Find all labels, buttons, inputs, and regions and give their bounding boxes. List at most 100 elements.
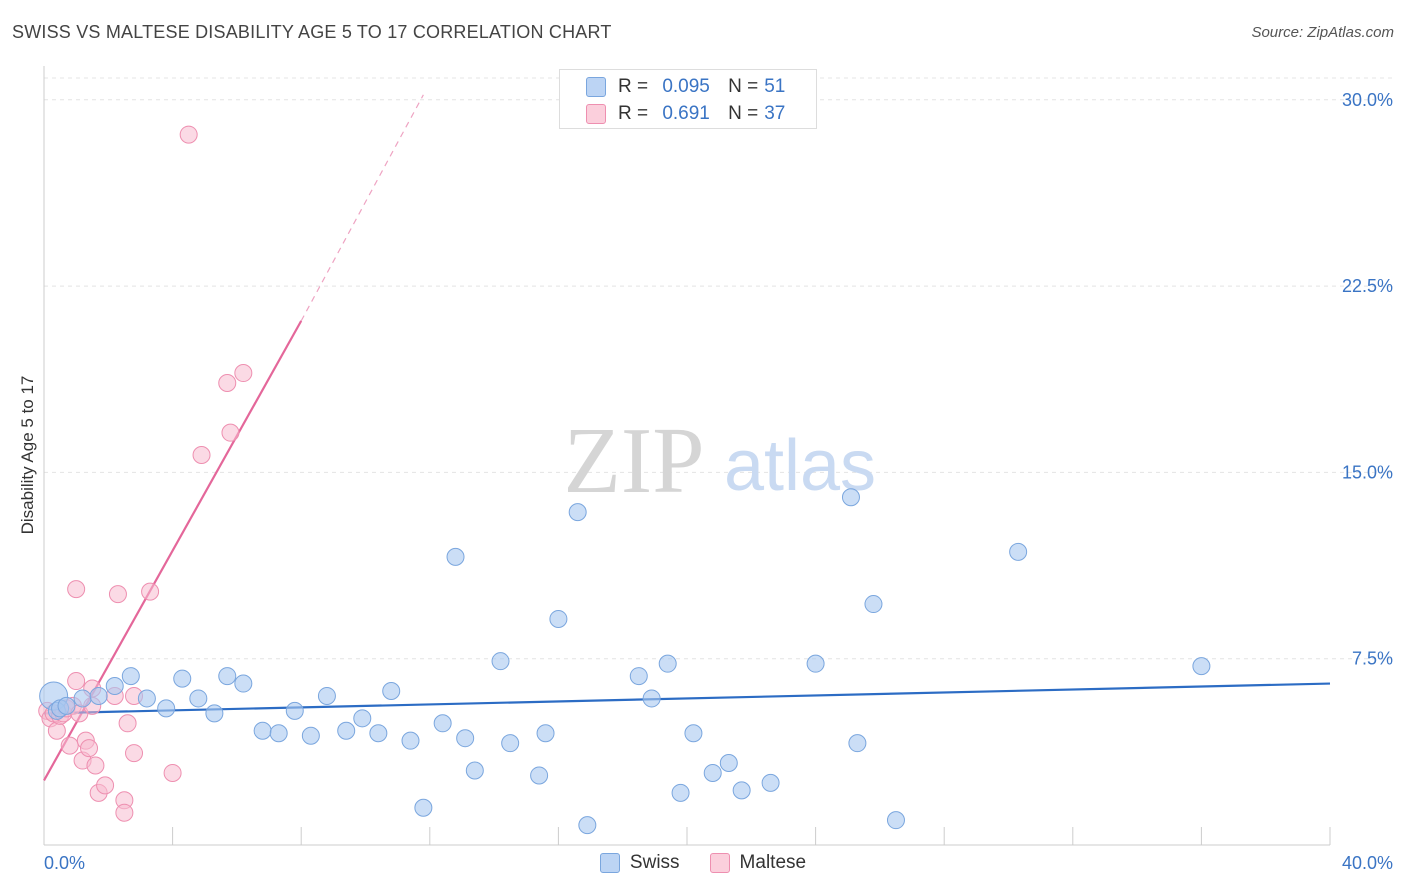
swiss-point <box>446 547 465 566</box>
swiss-point <box>253 721 272 740</box>
swiss-point <box>137 689 156 708</box>
x-tick-label: 40.0% <box>1342 853 1393 873</box>
swiss-point <box>1009 542 1028 561</box>
swiss-point <box>173 669 192 688</box>
maltese-swatch <box>586 104 606 124</box>
maltese-point <box>86 756 105 775</box>
swiss-point <box>806 654 825 673</box>
source-label: Source: ZipAtlas.com <box>1251 24 1394 41</box>
swiss-n-label: N = <box>728 76 759 97</box>
maltese-trend-extension <box>300 94 424 322</box>
swiss-point <box>684 724 703 743</box>
maltese-point <box>141 582 160 601</box>
swiss-point <box>433 714 452 733</box>
swiss-point <box>848 734 867 753</box>
stats-legend-row-maltese: R = 0.691 N = 37 <box>586 101 785 127</box>
swiss-point <box>578 816 597 835</box>
y-axis-label: Disability Age 5 to 17 <box>18 375 37 535</box>
stats-legend: R = 0.095 N = 51 R = 0.691 N = 37 <box>559 69 817 129</box>
maltese-point <box>60 736 79 755</box>
y-tick-label: 7.5% <box>1352 649 1393 669</box>
y-tick-label: 15.0% <box>1342 462 1393 482</box>
maltese-point <box>67 580 86 599</box>
swiss-point <box>57 696 76 715</box>
swiss-point <box>234 674 253 693</box>
swiss-point <box>414 798 433 817</box>
swiss-point <box>1192 657 1211 676</box>
swiss-point <box>491 652 510 671</box>
tick-labels: 7.5% 15.0% 22.5% 30.0% 0.0% 40.0% <box>44 90 1393 873</box>
legend-item-swiss[interactable]: Swiss <box>599 852 680 874</box>
swiss-point <box>285 701 304 720</box>
swiss-point <box>568 503 587 522</box>
swiss-n-value: 51 <box>764 76 786 97</box>
swiss-point <box>549 609 568 628</box>
swiss-point <box>465 761 484 780</box>
swiss-swatch <box>586 77 606 97</box>
maltese-point <box>218 373 237 392</box>
maltese-point <box>96 776 115 795</box>
swiss-point <box>269 724 288 743</box>
swiss-trend-line <box>43 682 1331 715</box>
maltese-r-value: 0.691 <box>662 103 710 124</box>
swiss-r-value: 0.095 <box>662 76 710 97</box>
swiss-point <box>864 595 883 614</box>
swiss-point <box>369 724 388 743</box>
swiss-legend-swatch <box>599 853 620 873</box>
maltese-r-label: R = <box>618 103 649 124</box>
swiss-point <box>761 773 780 792</box>
swiss-point <box>189 689 208 708</box>
maltese-n-label: N = <box>728 103 759 124</box>
stats-legend-row-swiss: R = 0.095 N = 51 <box>586 74 785 100</box>
maltese-n-value: 37 <box>764 103 786 124</box>
watermark-zip: ZIP <box>564 409 705 513</box>
swiss-point <box>157 699 176 718</box>
maltese-point <box>234 364 253 383</box>
maltese-point <box>221 423 240 442</box>
maltese-point <box>192 446 211 465</box>
swiss-point <box>353 709 372 728</box>
swiss-point <box>205 704 224 723</box>
swiss-point <box>121 667 140 686</box>
swiss-point <box>642 689 661 708</box>
swiss-point <box>73 689 92 708</box>
swiss-point <box>703 763 722 782</box>
maltese-point <box>118 714 137 733</box>
y-tick-label: 30.0% <box>1342 90 1393 110</box>
maltese-points <box>38 125 253 822</box>
swiss-point <box>530 766 549 785</box>
swiss-point <box>337 721 356 740</box>
x-tick-label: 0.0% <box>44 853 85 873</box>
swiss-point <box>501 734 520 753</box>
swiss-point <box>401 731 420 750</box>
maltese-point <box>47 721 66 740</box>
y-tick-label: 22.5% <box>1342 276 1393 296</box>
maltese-point <box>115 803 134 822</box>
swiss-point <box>382 681 401 700</box>
swiss-point <box>671 783 690 802</box>
legend-item-maltese[interactable]: Maltese <box>709 852 807 874</box>
maltese-point <box>125 744 144 763</box>
maltese-point <box>108 585 127 604</box>
maltese-point <box>67 672 86 691</box>
swiss-point <box>719 754 738 773</box>
chart-title: SWISS VS MALTESE DISABILITY AGE 5 TO 17 … <box>12 22 612 42</box>
swiss-point <box>218 667 237 686</box>
swiss-point <box>456 729 475 748</box>
swiss-point <box>629 667 648 686</box>
swiss-r-label: R = <box>618 76 649 97</box>
maltese-point <box>80 739 99 758</box>
swiss-point <box>317 686 336 705</box>
swiss-point <box>841 488 860 507</box>
maltese-legend-label: Maltese <box>739 852 807 873</box>
swiss-point <box>301 726 320 745</box>
maltese-point <box>179 125 198 144</box>
swiss-point <box>886 811 905 830</box>
series-legend: Swiss Maltese <box>0 852 1406 874</box>
swiss-point <box>105 677 124 696</box>
swiss-point <box>89 686 108 705</box>
maltese-legend-swatch <box>709 853 730 873</box>
swiss-points <box>39 488 1211 835</box>
swiss-legend-label: Swiss <box>629 852 680 873</box>
